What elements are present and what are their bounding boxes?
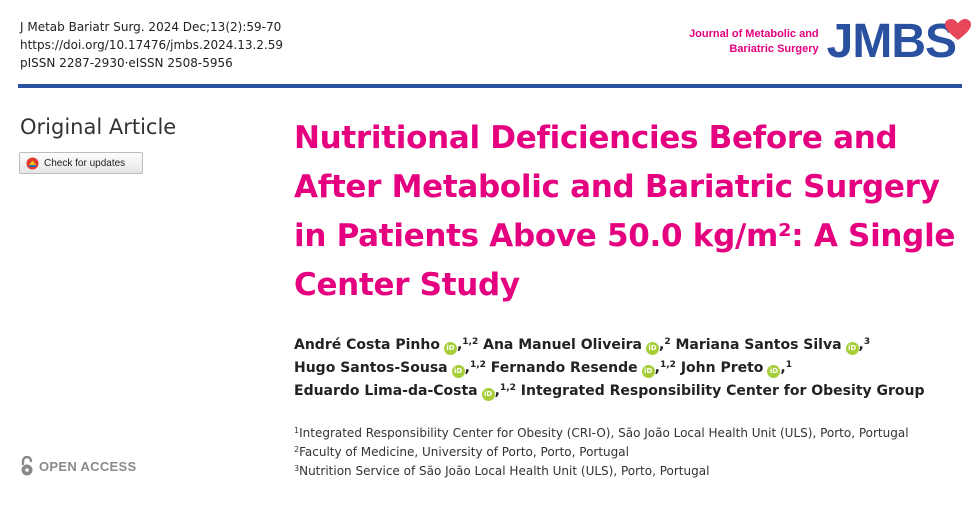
- issn-text: pISSN 2287-2930·eISSN 2508-5956: [20, 56, 233, 70]
- check-updates-label: Check for updates: [44, 157, 126, 169]
- author-name[interactable]: André Costa Pinho: [294, 337, 440, 353]
- affiliation-item: 3Nutrition Service of São João Local Hea…: [294, 462, 974, 481]
- affiliation-text: Faculty of Medicine, University of Porto…: [299, 445, 629, 459]
- jmbs-logo: JMBS: [826, 14, 971, 70]
- author-group-name[interactable]: Integrated Responsibility Center for Obe…: [520, 383, 925, 399]
- citation-text: J Metab Bariatr Surg. 2024 Dec;13(2):59-…: [20, 20, 282, 34]
- journal-name-line2: Bariatric Surgery: [729, 43, 819, 55]
- author-affiliation-ref: 1,2: [499, 383, 516, 393]
- author-affiliation-ref: 1,2: [659, 360, 676, 370]
- author-name[interactable]: Ana Manuel Oliveira: [483, 337, 642, 353]
- author-affiliation-ref: 1,2: [462, 337, 479, 347]
- check-updates-icon: [26, 157, 39, 169]
- logo-text: JMBS: [826, 15, 957, 68]
- citation-block: J Metab Bariatr Surg. 2024 Dec;13(2):59-…: [20, 18, 283, 72]
- author-list: André Costa Pinho iD ,1,2 Ana Manuel Olive…: [294, 337, 925, 401]
- journal-name-line1: Journal of Metabolic and: [689, 28, 819, 40]
- open-access-badge: OPEN ACCESS: [20, 456, 136, 476]
- author-name[interactable]: Hugo Santos-Sousa: [294, 360, 448, 376]
- affiliation-item: 1Integrated Responsibility Center for Ob…: [294, 424, 974, 443]
- author-affiliation-ref: 1,2: [469, 360, 486, 370]
- header-rule: [18, 84, 962, 88]
- doi-link[interactable]: https://doi.org/10.17476/jmbs.2024.13.2.…: [20, 38, 284, 52]
- author-name[interactable]: Eduardo Lima-da-Costa: [294, 383, 478, 399]
- author-name[interactable]: John Preto: [680, 360, 764, 376]
- orcid-icon[interactable]: iD: [645, 342, 659, 355]
- article-type: Original Article: [20, 115, 177, 139]
- open-lock-icon: [21, 456, 33, 476]
- orcid-icon[interactable]: iD: [451, 365, 465, 378]
- open-access-label: OPEN ACCESS: [39, 458, 137, 474]
- article-title: Nutritional Deficiencies Before and Afte…: [294, 120, 956, 303]
- affiliation-text: Integrated Responsibility Center for Obe…: [299, 426, 909, 440]
- affiliation-number: 2: [294, 445, 300, 454]
- author-affiliation-ref: 3: [863, 337, 871, 347]
- orcid-icon[interactable]: iD: [767, 365, 781, 378]
- orcid-icon[interactable]: iD: [845, 342, 859, 355]
- check-for-updates-button[interactable]: Check for updates: [19, 152, 143, 174]
- author-name[interactable]: Mariana Santos Silva: [675, 337, 842, 353]
- affiliation-number: 1: [294, 426, 300, 435]
- author-affiliation-ref: 1: [785, 360, 793, 370]
- heart-icon: [945, 19, 971, 40]
- affiliation-list: 1Integrated Responsibility Center for Ob…: [294, 424, 974, 481]
- affiliation-text: Nutrition Service of São João Local Heal…: [299, 464, 710, 478]
- author-name[interactable]: Fernando Resende: [490, 360, 638, 376]
- affiliation-number: 3: [294, 464, 300, 473]
- author-affiliation-ref: 2: [664, 337, 671, 347]
- orcid-icon[interactable]: iD: [443, 342, 457, 355]
- affiliation-item: 2Faculty of Medicine, University of Port…: [294, 443, 974, 462]
- orcid-icon[interactable]: iD: [481, 388, 495, 401]
- orcid-icon[interactable]: iD: [641, 365, 655, 378]
- journal-name: Journal of Metabolic and Bariatric Surge…: [689, 27, 819, 57]
- journal-brand: Journal of Metabolic and Bariatric Surge…: [689, 14, 971, 70]
